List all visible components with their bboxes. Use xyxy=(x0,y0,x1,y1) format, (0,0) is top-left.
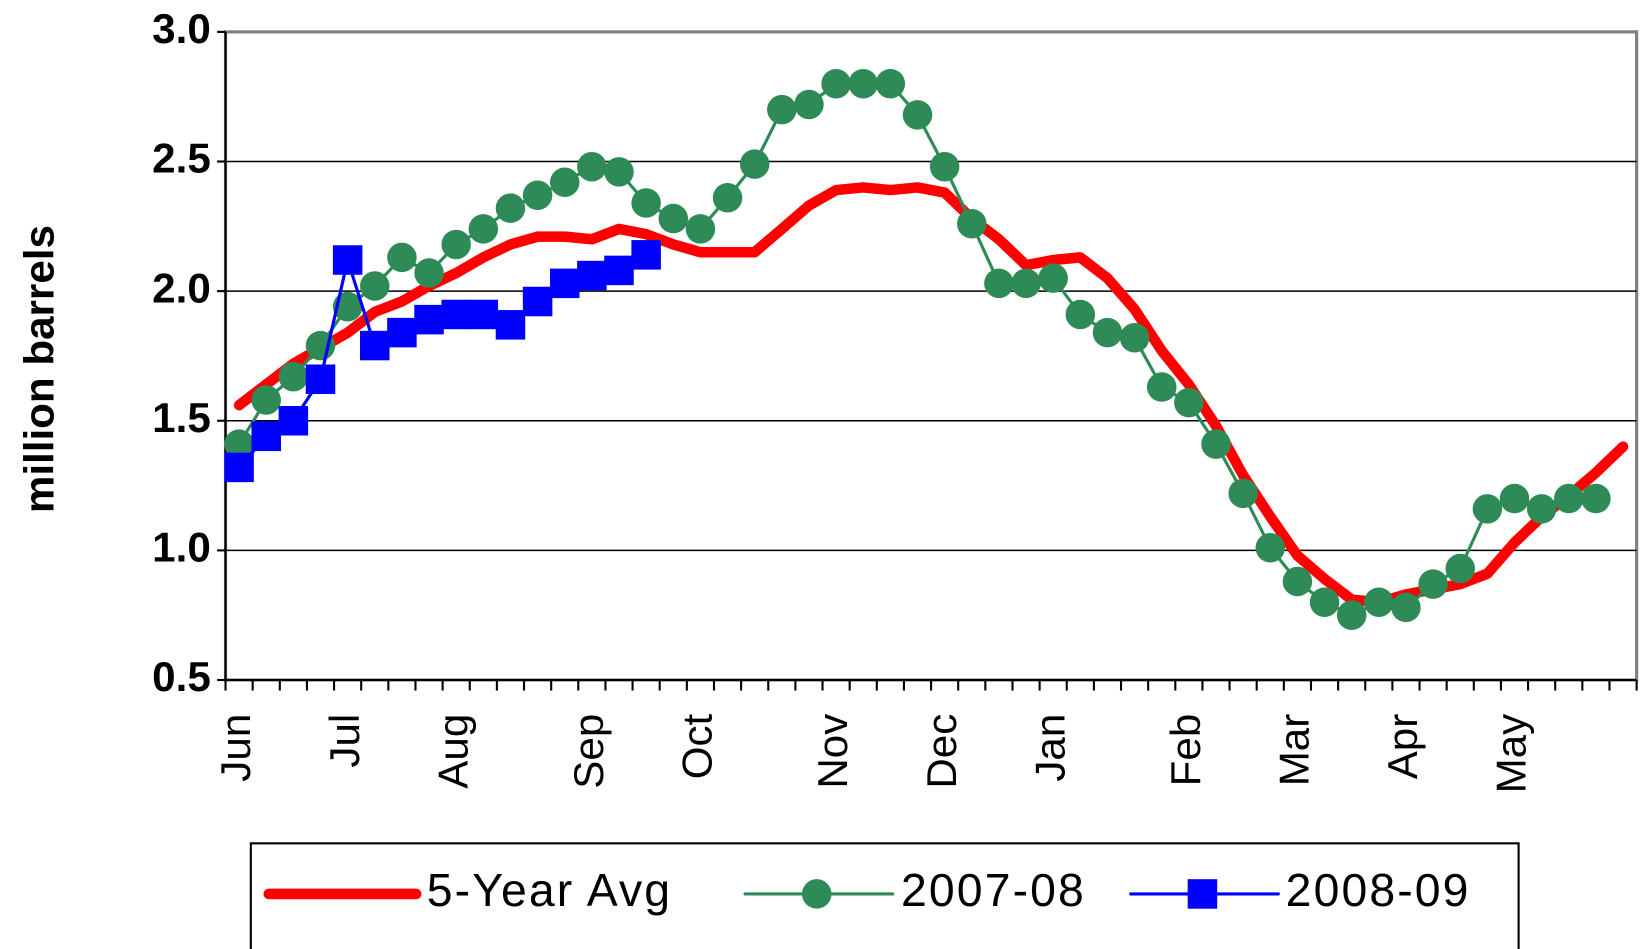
legend-label: 5-Year Avg xyxy=(427,864,672,916)
x-tick-label: Sep xyxy=(565,714,612,789)
data-point xyxy=(1309,587,1340,617)
data-point xyxy=(1554,483,1584,514)
legend-box xyxy=(249,842,1520,949)
data-point xyxy=(278,361,309,392)
data-point xyxy=(387,242,417,273)
data-point xyxy=(577,260,607,291)
data-point xyxy=(712,183,743,213)
data-point xyxy=(957,208,987,239)
data-point xyxy=(1472,494,1503,524)
data-point xyxy=(1391,592,1421,623)
data-point xyxy=(1038,263,1068,293)
x-tick-label: Apr xyxy=(1379,714,1426,780)
x-tick-label: Dec xyxy=(918,714,965,789)
x-tick-label: Mar xyxy=(1271,714,1318,787)
data-point xyxy=(631,240,661,270)
data-point xyxy=(631,188,661,218)
data-point xyxy=(1146,372,1177,402)
data-point xyxy=(1119,323,1150,353)
data-point xyxy=(739,149,770,179)
data-point xyxy=(1255,533,1286,563)
data-point xyxy=(1526,494,1557,524)
legend-marker xyxy=(1187,879,1218,909)
x-tick-label: May xyxy=(1488,714,1535,794)
legend-marker xyxy=(801,879,832,909)
data-point xyxy=(1445,553,1475,584)
y-tick-label: 1.0 xyxy=(152,524,211,571)
y-tick-label: 2.0 xyxy=(152,264,211,311)
data-point xyxy=(549,167,580,198)
data-point xyxy=(278,406,309,436)
data-point xyxy=(685,214,716,244)
x-tick-label: Oct xyxy=(674,713,721,779)
data-point xyxy=(1364,587,1394,617)
data-point xyxy=(495,310,526,340)
data-point xyxy=(767,94,797,125)
data-point xyxy=(332,245,363,275)
x-tick-label: Jun xyxy=(212,714,259,782)
data-point xyxy=(902,100,933,130)
y-tick-label: 2.5 xyxy=(152,135,211,182)
y-tick-label: 1.5 xyxy=(152,394,211,441)
x-tick-label: Aug xyxy=(429,714,476,789)
data-point xyxy=(251,421,281,452)
legend-label: 2008-09 xyxy=(1286,864,1471,916)
data-point xyxy=(929,151,960,182)
data-point xyxy=(549,268,580,299)
data-point xyxy=(848,68,878,99)
series-line xyxy=(237,82,1598,617)
data-point xyxy=(1336,600,1367,630)
data-point xyxy=(360,271,390,301)
data-point xyxy=(360,330,390,361)
data-point xyxy=(224,452,254,483)
data-point xyxy=(1092,317,1123,348)
data-point xyxy=(1499,483,1530,514)
data-point xyxy=(1011,268,1041,299)
legend-label: 2007-08 xyxy=(901,864,1086,916)
data-point xyxy=(468,299,499,330)
data-point xyxy=(875,68,906,99)
data-point xyxy=(305,364,336,395)
data-point xyxy=(441,229,471,260)
data-point xyxy=(1581,483,1611,514)
data-point xyxy=(522,286,553,317)
data-point xyxy=(387,317,417,348)
data-point xyxy=(604,157,634,187)
x-tick-label: Jan xyxy=(1026,714,1073,782)
x-tick-label: Feb xyxy=(1162,714,1209,787)
data-point xyxy=(658,203,689,234)
data-point xyxy=(984,268,1014,299)
y-tick-label: 0.5 xyxy=(152,653,211,700)
data-point xyxy=(414,304,444,335)
data-point xyxy=(577,151,607,182)
data-point xyxy=(251,385,281,415)
data-point xyxy=(441,299,471,330)
data-point xyxy=(821,68,851,99)
data-point xyxy=(1228,478,1258,509)
y-axis-label: million barrels xyxy=(15,225,62,513)
data-point xyxy=(495,193,526,223)
data-point xyxy=(1201,429,1231,459)
data-point xyxy=(1282,566,1313,597)
x-tick-label: Nov xyxy=(809,714,856,789)
data-point xyxy=(1174,387,1204,418)
data-point xyxy=(1065,299,1096,330)
data-point xyxy=(224,429,254,459)
data-point xyxy=(604,255,634,286)
x-tick-label: Jul xyxy=(321,714,368,768)
data-point xyxy=(522,180,553,210)
data-point xyxy=(794,89,824,120)
data-point xyxy=(1418,569,1448,599)
y-tick-label: 3.0 xyxy=(152,5,211,52)
data-point xyxy=(468,214,499,244)
data-point xyxy=(414,258,444,288)
